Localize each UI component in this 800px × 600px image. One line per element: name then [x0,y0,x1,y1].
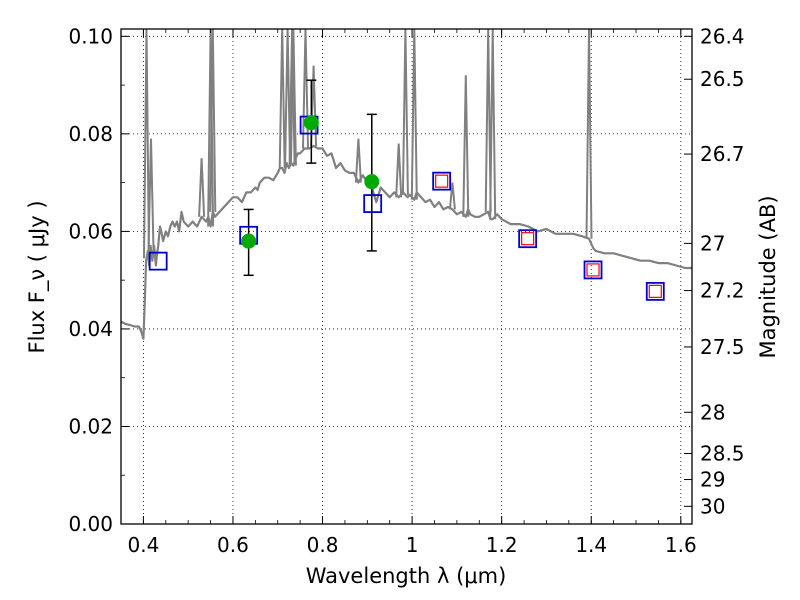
mag-tick-label: 30 [700,494,725,518]
model-flux-marker [435,174,449,188]
emission-line-spike [395,143,403,198]
model-flux-marker [648,284,662,298]
y-tick-label: 0.04 [68,317,113,341]
y-tick-label: 0.00 [68,512,113,536]
model-flux-marker [521,232,535,246]
synthetic-flux-marker [148,251,168,271]
synthetic-flux-marker [432,171,452,191]
emission-line-spike [207,29,215,227]
observed-flux-point [303,115,319,131]
y-tick-label: 0.06 [68,219,113,243]
x-tick-label: 1.2 [486,533,518,557]
emission-line-spike [284,29,292,166]
x-tick-label: 1.6 [665,533,697,557]
spectrum-layer [121,29,692,340]
magnitude-axis-label: Magnitude (AB) [756,195,780,358]
grid-lines [121,29,692,524]
x-tick-label: 1.4 [575,533,607,557]
synthetic-flux-marker [518,229,538,249]
emission-line-spike [354,138,362,183]
emission-line-spike [198,158,206,217]
synthetic-flux-marker [363,194,383,213]
x-tick-label: 0.4 [127,533,159,557]
axis-tick-labels: 0.4 0.6 0.8 1 1.2 1.4 1.6 0.00 0.02 0.04 0.06 0.08 0… [68,24,744,557]
emission-line-spike [410,29,418,200]
model-spectrum-line [121,144,692,340]
mag-tick-label: 26.5 [700,67,745,91]
emission-line-spike [288,29,296,165]
y-axis-label: Flux F_ν ( μJy ) [25,200,50,353]
x-axis-label: Wavelength λ (μm) [306,564,507,588]
synthetic-flux-marker [583,260,603,280]
observed-flux-point [241,233,257,249]
y-tick-label: 0.02 [68,414,113,438]
emission-line-spike [401,29,409,195]
mag-tick-label: 28.5 [700,442,745,466]
emission-line-spike [147,138,155,250]
photometry-layer [148,79,665,301]
emission-line-spike [143,29,150,259]
observed-flux-point [364,174,380,190]
mag-tick-label: 26.4 [700,24,745,48]
emission-line-spike [448,182,456,210]
mag-tick-label: 27.5 [700,335,745,359]
x-tick-label: 0.6 [217,533,249,557]
plot-frame [120,28,693,525]
model-flux-marker [586,263,600,277]
x-tick-label: 0.8 [307,533,339,557]
y-tick-label: 0.10 [68,24,113,48]
mag-tick-label: 29 [700,468,725,492]
mag-tick-label: 27 [700,231,725,255]
emission-line-spike [462,75,470,217]
axis-ticks [120,29,692,525]
emission-line-spike [209,29,217,212]
emission-line-spike [278,29,286,169]
mag-tick-label: 27.2 [700,279,745,303]
emission-line-spike [585,29,593,239]
emission-line-spike [489,29,497,220]
emission-line-spike [289,29,297,166]
emission-line-spike [302,29,309,149]
mag-tick-label: 26.7 [700,142,745,166]
mag-tick-label: 28 [700,400,725,424]
synthetic-flux-marker [645,281,665,301]
emission-line-spike [484,29,492,212]
x-tick-label: 1 [406,533,419,557]
y-tick-label: 0.08 [68,122,113,146]
